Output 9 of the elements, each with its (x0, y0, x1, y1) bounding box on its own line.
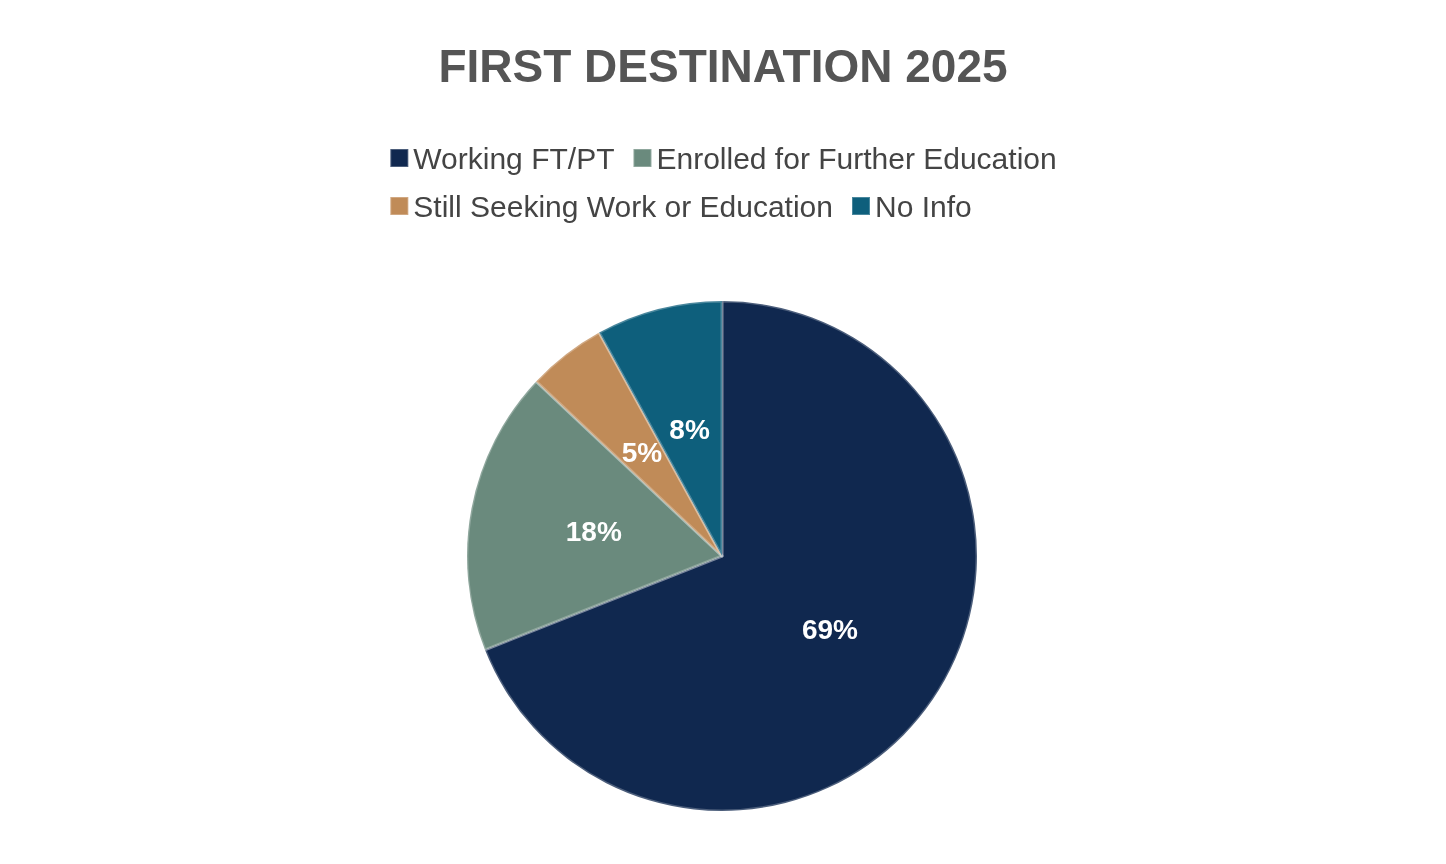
legend-label: Working FT/PT (413, 141, 615, 175)
legend-label: No Info (874, 189, 972, 223)
legend-label: Enrolled for Further Education (656, 141, 1057, 175)
data-label: 5% (621, 437, 663, 469)
data-label: 69% (801, 613, 859, 645)
chart-title: FIRST DESTINATION 2025 (438, 40, 1008, 92)
data-label: 18% (565, 516, 622, 548)
data-label: 8% (669, 414, 710, 446)
legend-label: Still Seeking Work or Education (413, 189, 833, 223)
